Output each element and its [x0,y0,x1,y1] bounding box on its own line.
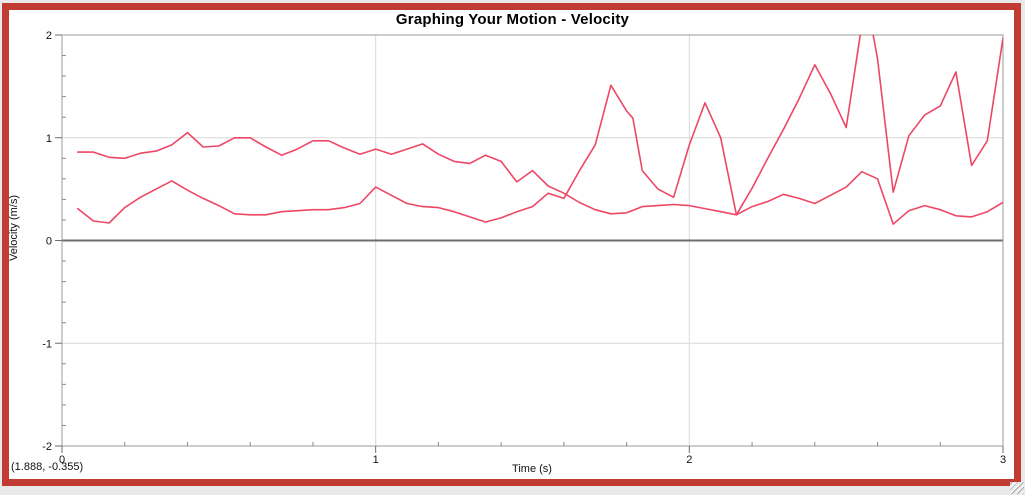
y-tick-label: -2 [42,441,52,453]
velocity-run-2 [76,34,1003,224]
y-axis-title-text: Velocity (m/s) [8,194,20,262]
velocity-run-1 [76,131,1003,225]
cursor-position-readout: (1.888, -0.355) [11,461,84,473]
y-tick-label: -1 [42,338,52,350]
resize-grip-icon[interactable] [1010,482,1024,494]
graph-window [2,3,1021,486]
x-tick-label: 1 [373,454,379,466]
x-tick-label: 2 [686,454,692,466]
y-tick-label: 1 [46,133,52,145]
chart-title: Graphing Your Motion - Velocity [395,11,630,28]
y-tick-label: 0 [46,236,52,248]
y-tick-label: 2 [46,30,52,42]
x-axis-title: Time (s) [512,463,552,475]
x-tick-label: 0 [59,454,65,466]
x-tick-label: 3 [1000,454,1006,466]
